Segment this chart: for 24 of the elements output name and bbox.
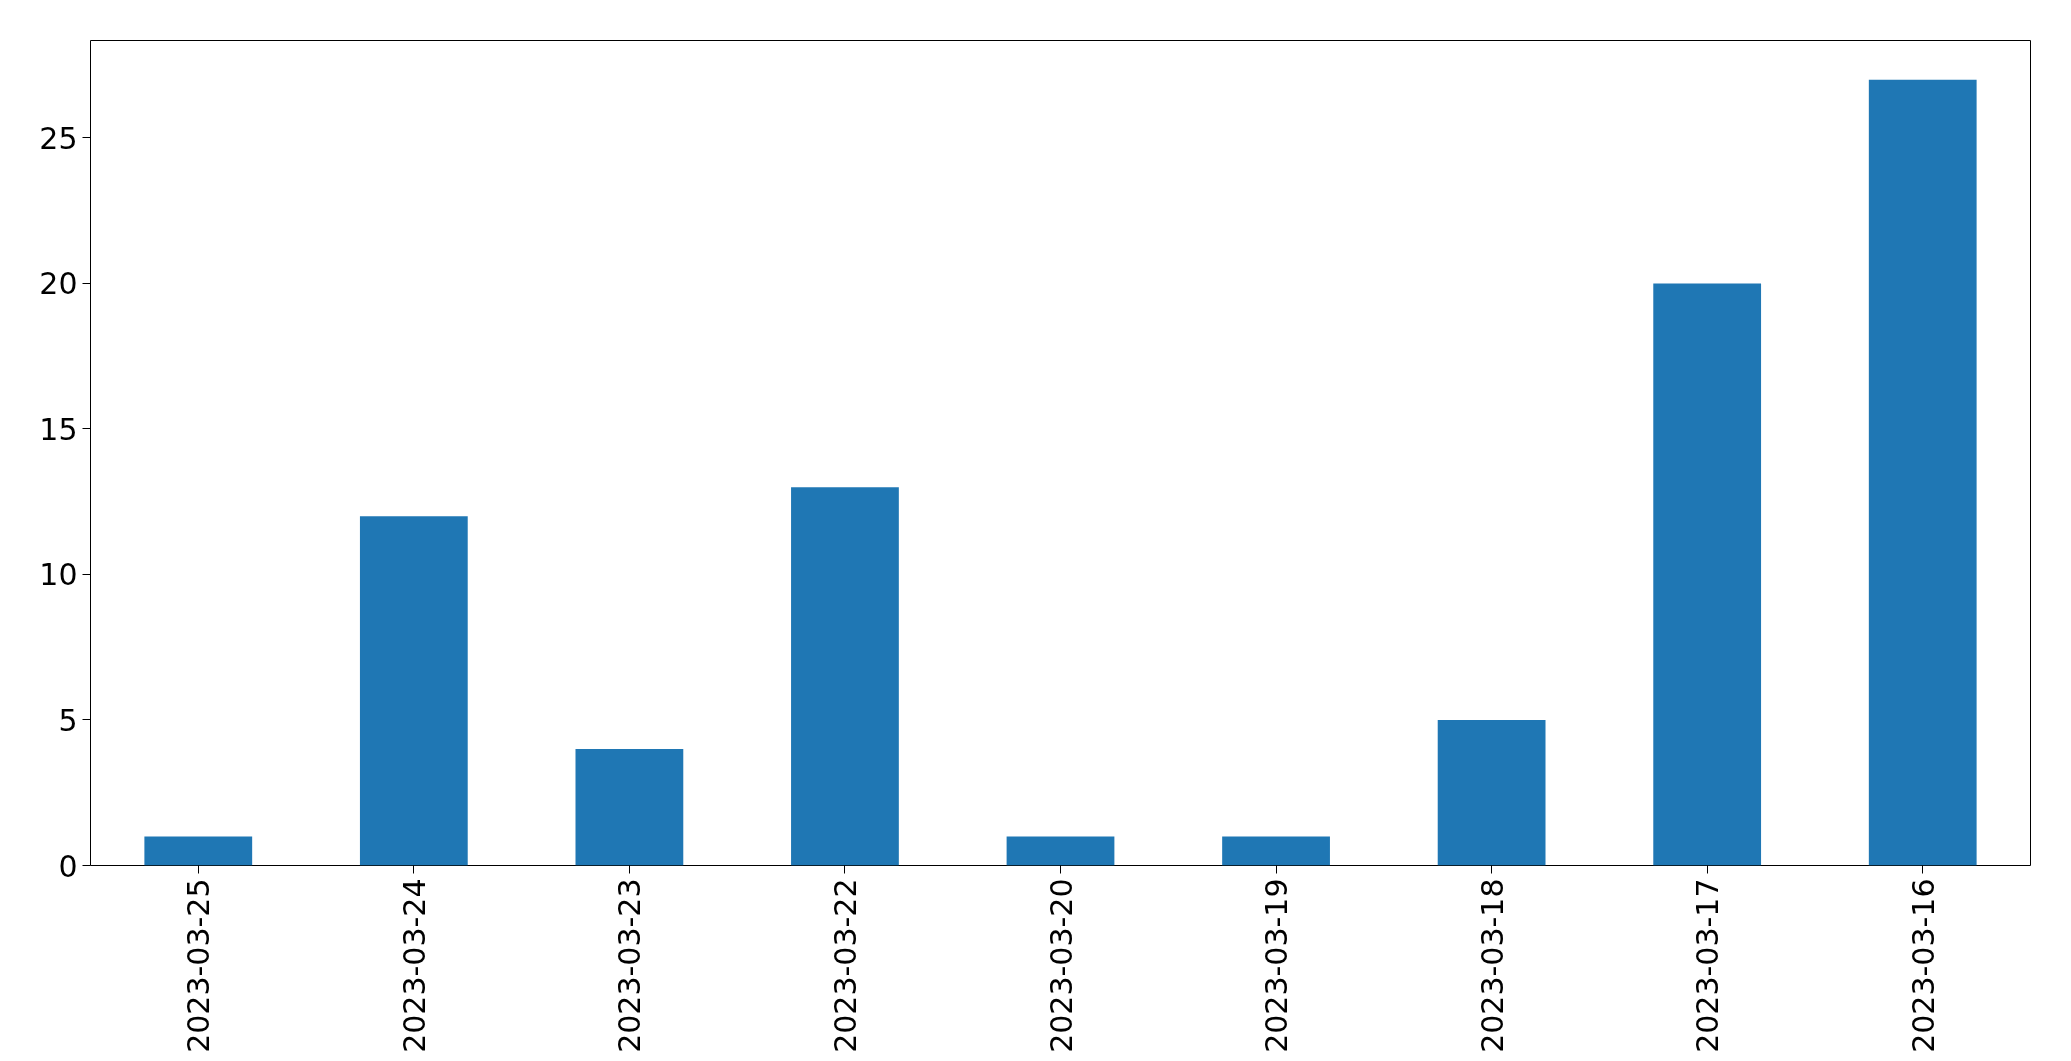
y-tick-label: 25: [39, 120, 78, 156]
x-tick-label: 2023-03-16: [1905, 878, 1941, 1053]
x-tick-label: 2023-03-24: [396, 878, 432, 1053]
y-tick-label: 5: [58, 703, 78, 738]
x-tick-label: 2023-03-18: [1474, 878, 1510, 1053]
x-tick-label: 2023-03-22: [827, 878, 863, 1053]
bar: [359, 516, 468, 866]
bar: [1868, 79, 1977, 866]
bar: [575, 749, 684, 866]
bar: [1006, 836, 1115, 866]
y-tick-label: 20: [39, 266, 78, 302]
y-tick-label: 10: [39, 557, 78, 593]
bar: [144, 836, 253, 866]
x-tick-label: 2023-03-25: [181, 878, 217, 1053]
bar: [1222, 836, 1330, 866]
bar: [1437, 720, 1546, 866]
y-tick-label: 0: [58, 848, 78, 884]
bar: [1653, 283, 1762, 866]
x-tick-label: 2023-03-20: [1043, 878, 1079, 1053]
y-tick-label: 15: [39, 411, 78, 447]
x-tick-label: 2023-03-17: [1690, 878, 1726, 1053]
x-tick-label: 2023-03-19: [1259, 878, 1295, 1053]
x-tick-label: 2023-03-23: [612, 878, 648, 1053]
bar: [791, 487, 899, 866]
